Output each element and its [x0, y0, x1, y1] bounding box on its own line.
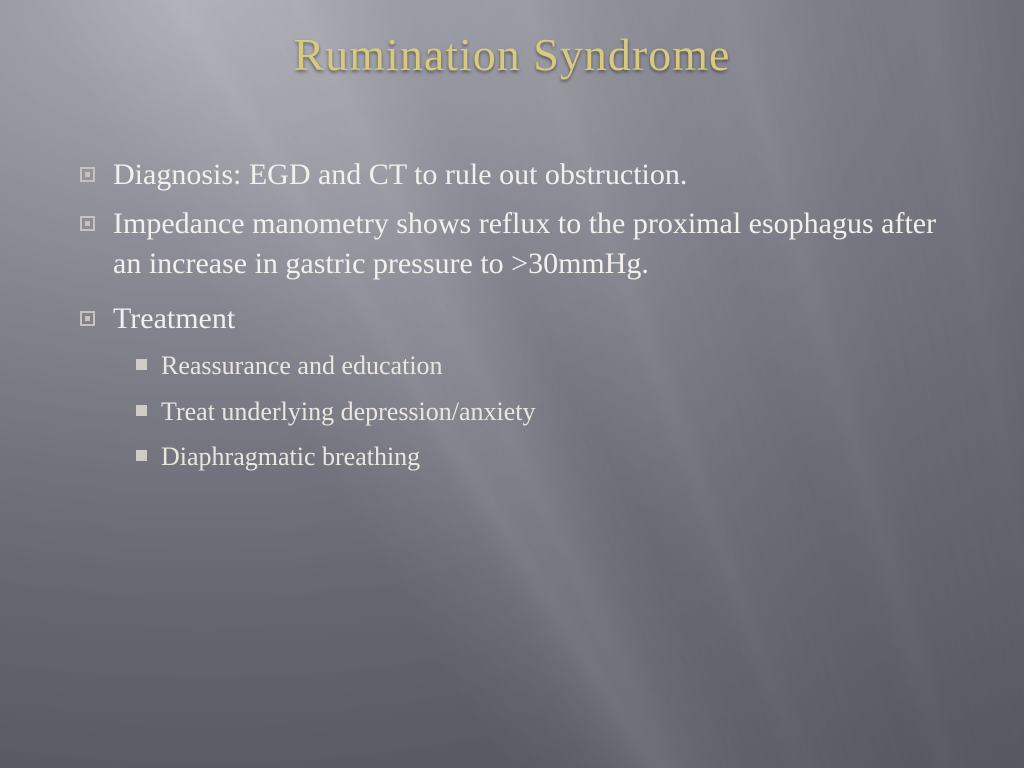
slide-content: Rumination Syndrome Diagnosis: EGD and C… — [0, 0, 1024, 768]
sub-bullet-text: Diaphragmatic breathing — [161, 438, 420, 476]
presentation-slide: Rumination Syndrome Diagnosis: EGD and C… — [0, 0, 1024, 768]
slide-body: Diagnosis: EGD and CT to rule out obstru… — [80, 155, 964, 484]
sub-bullet-text: Reassurance and education — [161, 347, 443, 385]
small-square-bullet-icon — [136, 359, 147, 370]
bullet-text: Impedance manometry shows reflux to the … — [113, 204, 964, 285]
bullet-level2: Diaphragmatic breathing — [136, 438, 964, 476]
slide-title: Rumination Syndrome — [0, 28, 1024, 81]
small-square-bullet-icon — [136, 405, 147, 416]
bullet-text: Treatment — [113, 299, 964, 340]
bullet-level2: Reassurance and education — [136, 347, 964, 385]
bullet-text: Diagnosis: EGD and CT to rule out obstru… — [113, 155, 964, 196]
sub-bullet-text: Treat underlying depression/anxiety — [161, 393, 536, 431]
square-bullet-icon — [80, 311, 95, 326]
bullet-level2: Treat underlying depression/anxiety — [136, 393, 964, 431]
bullet-level1: Diagnosis: EGD and CT to rule out obstru… — [80, 155, 964, 196]
bullet-level1: Impedance manometry shows reflux to the … — [80, 204, 964, 285]
square-bullet-icon — [80, 167, 95, 182]
bullet-level1: Treatment — [80, 299, 964, 340]
square-bullet-icon — [80, 216, 95, 231]
sub-bullet-group: Reassurance and education Treat underlyi… — [80, 347, 964, 476]
small-square-bullet-icon — [136, 450, 147, 461]
